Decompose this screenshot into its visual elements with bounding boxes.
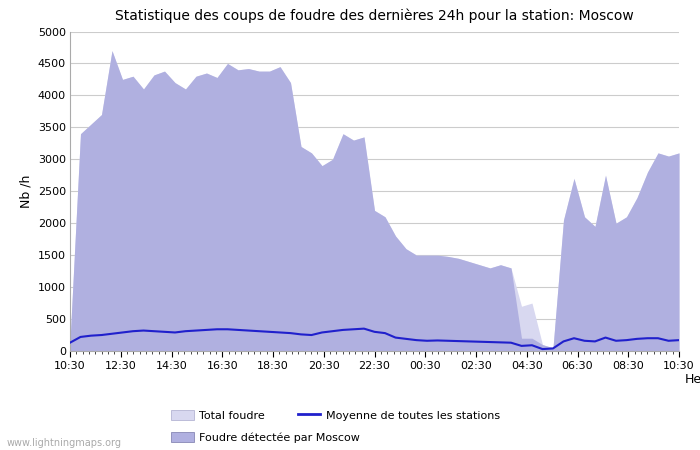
Title: Statistique des coups de foudre des dernières 24h pour la station: Moscow: Statistique des coups de foudre des dern… xyxy=(115,9,634,23)
Legend: Foudre détectée par Moscow: Foudre détectée par Moscow xyxy=(167,428,365,448)
Text: Heure: Heure xyxy=(685,374,700,387)
Text: www.lightningmaps.org: www.lightningmaps.org xyxy=(7,438,122,448)
Y-axis label: Nb /h: Nb /h xyxy=(19,175,32,208)
